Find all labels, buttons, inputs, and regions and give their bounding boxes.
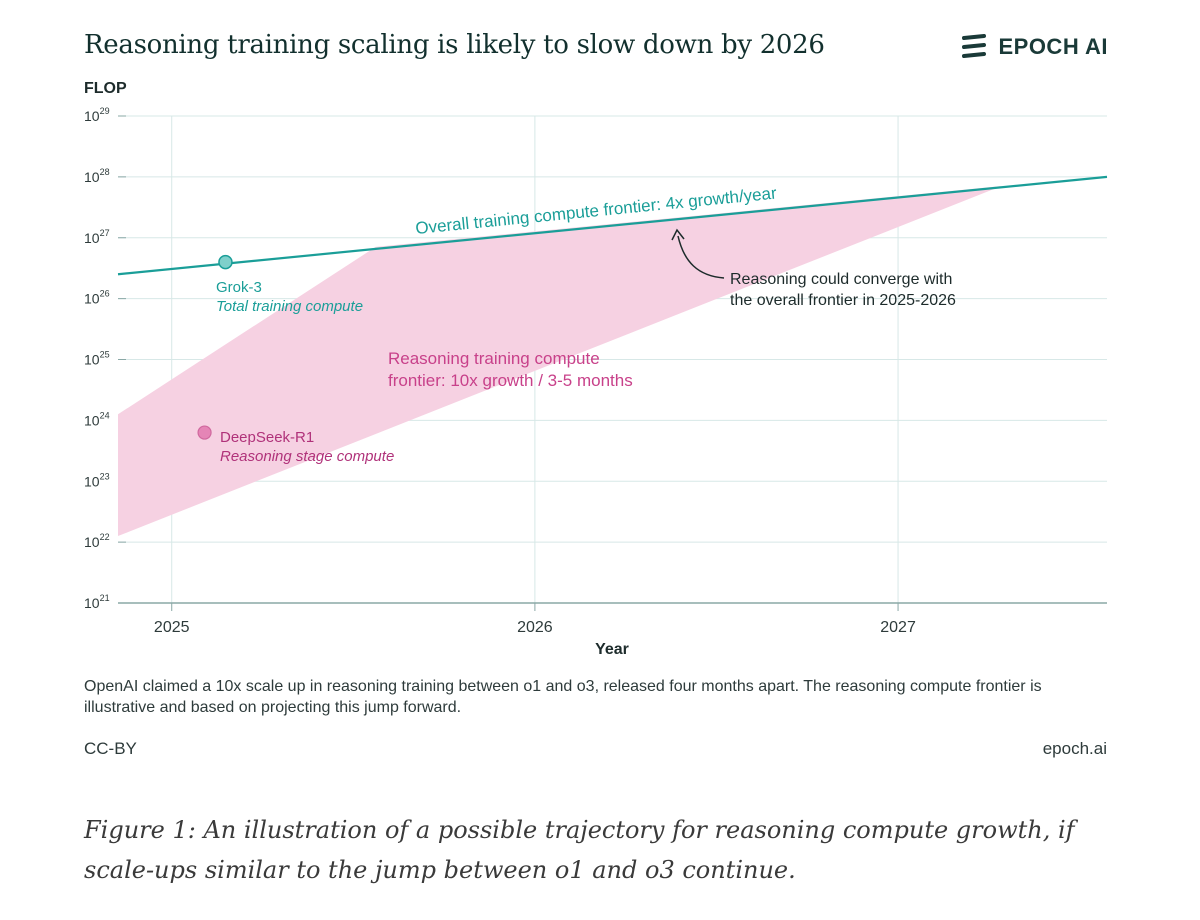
deepseek-r1-sublabel: Reasoning stage compute — [220, 448, 394, 465]
grok-3-point — [218, 254, 233, 270]
annotation-arrowhead — [671, 228, 685, 241]
figure-caption: Figure 1: An illustration of a possible … — [84, 816, 1075, 884]
y-tick-label: 1025 — [84, 350, 110, 368]
chart-svg: 1021 1022 1023 1024 1025 1026 1027 1028 1029 2025… — [84, 106, 1108, 658]
grok-3-label: Grok-3 — [216, 279, 262, 296]
reasoning-frontier-band — [118, 186, 1002, 537]
y-tick-label: 1022 — [84, 532, 110, 550]
overall-frontier-line — [117, 175, 1108, 276]
x-tick-label: 2025 — [154, 619, 190, 636]
annotation-arrow — [677, 235, 725, 279]
reasoning-frontier-label: Reasoning training compute frontier: 10x … — [388, 349, 633, 390]
convergence-annotation: Reasoning could converge with the overall… — [730, 271, 956, 309]
deepseek-r1-label: DeepSeek-R1 — [220, 429, 314, 446]
y-tick-label: 1029 — [84, 106, 110, 124]
grok-3-sublabel: Total training compute — [216, 298, 363, 315]
deepseek-r1-point — [197, 425, 212, 440]
chart-note: OpenAI claimed a 10x scale up in reasoni… — [84, 678, 1042, 716]
x-tick-label: 2027 — [880, 619, 916, 636]
brand-logo: EPOCH AI — [960, 34, 1108, 60]
y-tick-label: 1021 — [84, 593, 110, 611]
chart-title: Reasoning training scaling is likely to … — [84, 30, 825, 60]
y-tick-label: 1023 — [84, 471, 110, 489]
site-label: epoch.ai — [1042, 739, 1107, 758]
epoch-logo-icon — [962, 34, 987, 58]
license-label: CC-BY — [84, 739, 137, 758]
y-axis-label: FLOP — [84, 80, 127, 97]
y-tick-label: 1024 — [84, 410, 110, 428]
x-axis-label: Year — [595, 641, 629, 658]
y-tick-label: 1027 — [84, 228, 110, 246]
y-tick-label: 1028 — [84, 167, 110, 185]
x-tick-label: 2026 — [517, 619, 553, 636]
y-tick-label: 1026 — [84, 289, 110, 307]
brand-name: EPOCH AI — [998, 34, 1108, 59]
